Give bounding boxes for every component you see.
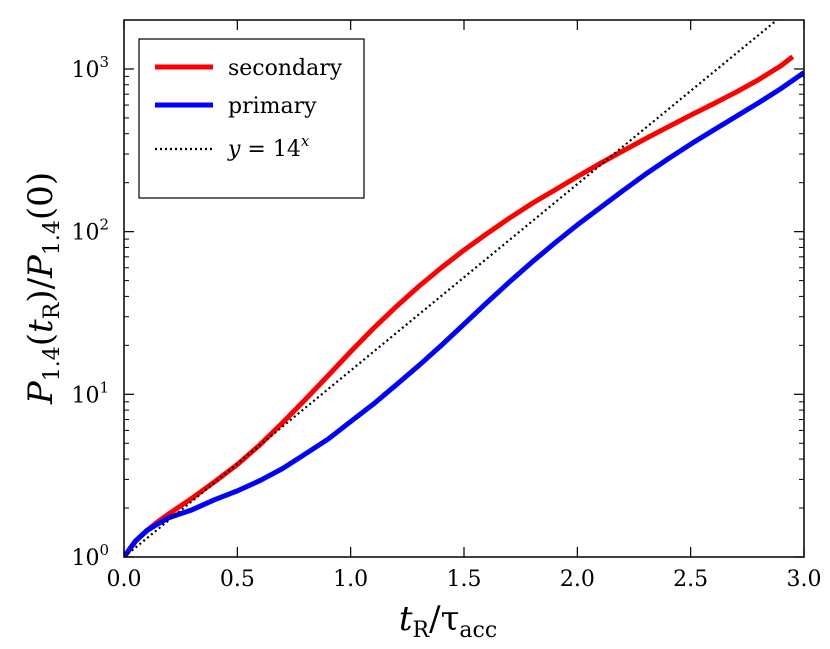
y-axis-label-sub-r: R: [40, 301, 65, 319]
series-layer: [124, 20, 804, 557]
x-tick-label: 0.0: [107, 567, 142, 592]
y-axis-label-sub1: 1.4: [40, 346, 65, 381]
x-axis-label-sub-r: R: [413, 618, 431, 643]
series-line-secondary: [124, 54, 795, 557]
x-tick-label: 0.5: [220, 567, 255, 592]
series-line-primary: [124, 70, 804, 557]
x-tick-label: 2.5: [673, 567, 708, 592]
x-tick-label: 1.5: [447, 567, 482, 592]
y-tick-label: 100: [71, 541, 109, 571]
y-axis-label-mid: )/: [21, 277, 61, 302]
plot-frame: [123, 19, 805, 558]
x-tick-label: 3.0: [787, 567, 822, 592]
x-tick-label: 2.0: [560, 567, 595, 592]
legend-label-secondary: secondary: [228, 56, 343, 81]
y-axis-label-tail: (0): [21, 172, 61, 220]
y-axis-label-t: t: [21, 319, 61, 333]
y-axis-label-p1: P: [21, 380, 61, 405]
y-axis-label-p2: P: [21, 254, 61, 279]
x-axis-label-sub-acc: acc: [459, 618, 497, 643]
x-axis-label: tR/τacc: [399, 599, 497, 643]
x-tick-label: 1.0: [333, 567, 368, 592]
x-axis-label-slash: /τ: [429, 599, 459, 639]
y-axis-label-sub2: 1.4: [40, 220, 65, 255]
legend: secondary primary y = 14x: [138, 38, 365, 199]
series-line-y-14-x: [124, 20, 778, 557]
tick-layer: 0.0 0.5 1.0 1.5 2.0 2.5 3.0 100 101 102 103: [71, 19, 822, 592]
y-axis-label-paren1: (: [21, 333, 61, 346]
y-axis-label: P1.4(tR)/P1.4(0): [21, 172, 65, 405]
x-axis-label-t: t: [399, 599, 413, 639]
y-tick-label: 103: [71, 53, 109, 83]
legend-label-power-law: y = 14x: [227, 132, 310, 162]
y-tick-label: 102: [71, 216, 109, 246]
legend-label-primary: primary: [228, 94, 317, 119]
y-tick-label: 101: [71, 378, 109, 408]
